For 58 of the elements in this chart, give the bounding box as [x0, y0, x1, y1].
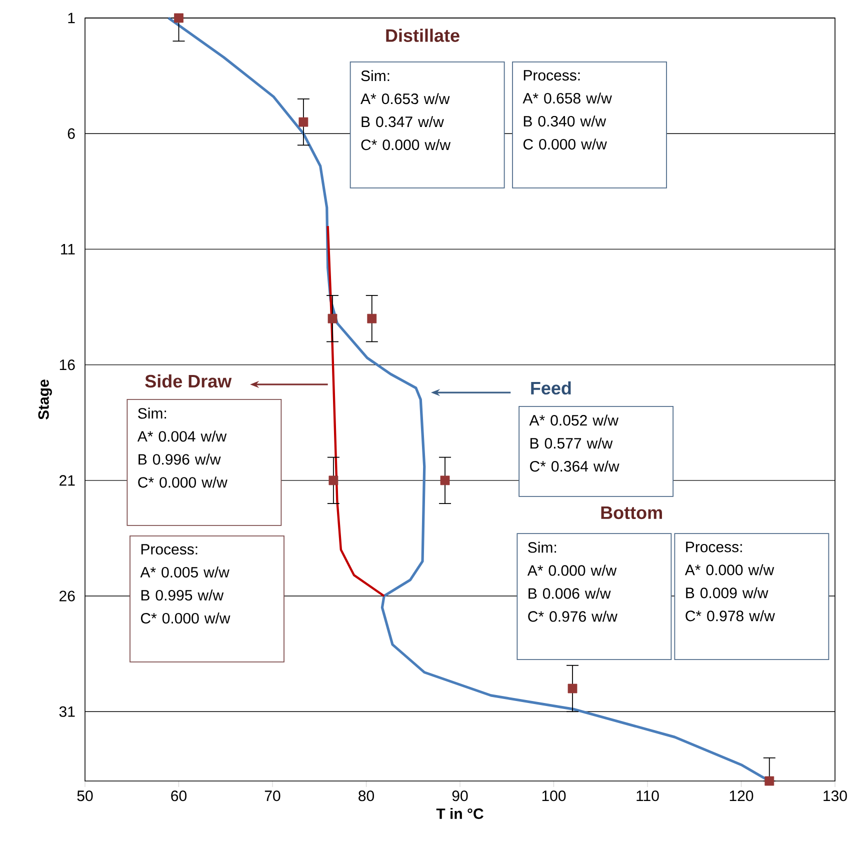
annotation: Feed [531, 381, 571, 395]
annotation: B 0.995 w/w [141, 590, 224, 601]
annotation: B 0.009 w/w [686, 587, 768, 598]
point [568, 684, 578, 694]
x-tick-label: 100 [542, 790, 566, 802]
x-tick-label: 80 [358, 790, 374, 802]
annotation: B 0.340 w/w [524, 116, 606, 127]
point [328, 476, 338, 486]
annotation: Process: [141, 544, 198, 555]
y-tick-label: 1 [68, 12, 75, 24]
x-tick-label: 90 [452, 790, 468, 802]
annotation: A* 0.653 w/w [360, 93, 450, 104]
annotation: C* 0.000 w/w [361, 139, 451, 150]
annotation: C* 0.364 w/w [530, 460, 620, 472]
annotation: C* 0.000 w/w [138, 476, 228, 488]
annotation: A* 0.005 w/w [140, 566, 230, 578]
line-series [326, 224, 386, 598]
x-tick-label: 50 [77, 790, 93, 802]
x-axis-title: T in °C [436, 808, 484, 820]
annotation: Side Draw [145, 374, 232, 388]
y-tick-label: 21 [60, 475, 75, 486]
y-tick-label: 16 [60, 360, 75, 370]
annotation: Process: [686, 542, 742, 552]
y-axis-title: Stage [38, 380, 52, 420]
annotation: A* 0.000 w/w [527, 564, 617, 576]
x-tick-label: 60 [171, 790, 186, 802]
annotation: A* 0.052 w/w [529, 414, 618, 426]
x-tick-label: 130 [824, 790, 847, 802]
y-tick-label: 26 [60, 590, 75, 602]
annotation: Sim: [528, 542, 556, 553]
annotation: A* 0.658 w/w [522, 92, 612, 104]
annotation: C* 0.978 w/w [686, 610, 775, 622]
y-tick-label: 31 [59, 706, 75, 717]
annotation: B 0.347 w/w [362, 116, 444, 128]
point [328, 314, 338, 324]
annotation: C 0.000 w/w [523, 138, 607, 150]
y-tick-label: 11 [61, 244, 75, 254]
annotation: B 0.006 w/w [528, 588, 611, 599]
annotation: Sim: [361, 70, 390, 82]
annotation: C* 0.000 w/w [140, 612, 230, 624]
point [440, 476, 450, 486]
x-tick-label: 120 [730, 790, 754, 802]
annotation: A* 0.000 w/w [684, 564, 774, 576]
annotation: B 0.996 w/w [138, 454, 221, 465]
annotation: A* 0.004 w/w [137, 430, 227, 442]
point [298, 117, 308, 127]
x-tick-label: 110 [636, 790, 659, 802]
annotation: Process: [524, 70, 580, 81]
point [764, 776, 774, 786]
annotation: B 0.577 w/w [530, 438, 613, 449]
annotation: Sim: [138, 408, 166, 419]
point [174, 13, 184, 23]
y-tick-label: 6 [68, 128, 75, 139]
x-tick-label: 70 [264, 790, 280, 802]
annotation: C* 0.976 w/w [528, 610, 618, 622]
annotation: Distillate [386, 28, 460, 42]
point [367, 314, 377, 324]
annotation: Bottom [601, 506, 662, 520]
